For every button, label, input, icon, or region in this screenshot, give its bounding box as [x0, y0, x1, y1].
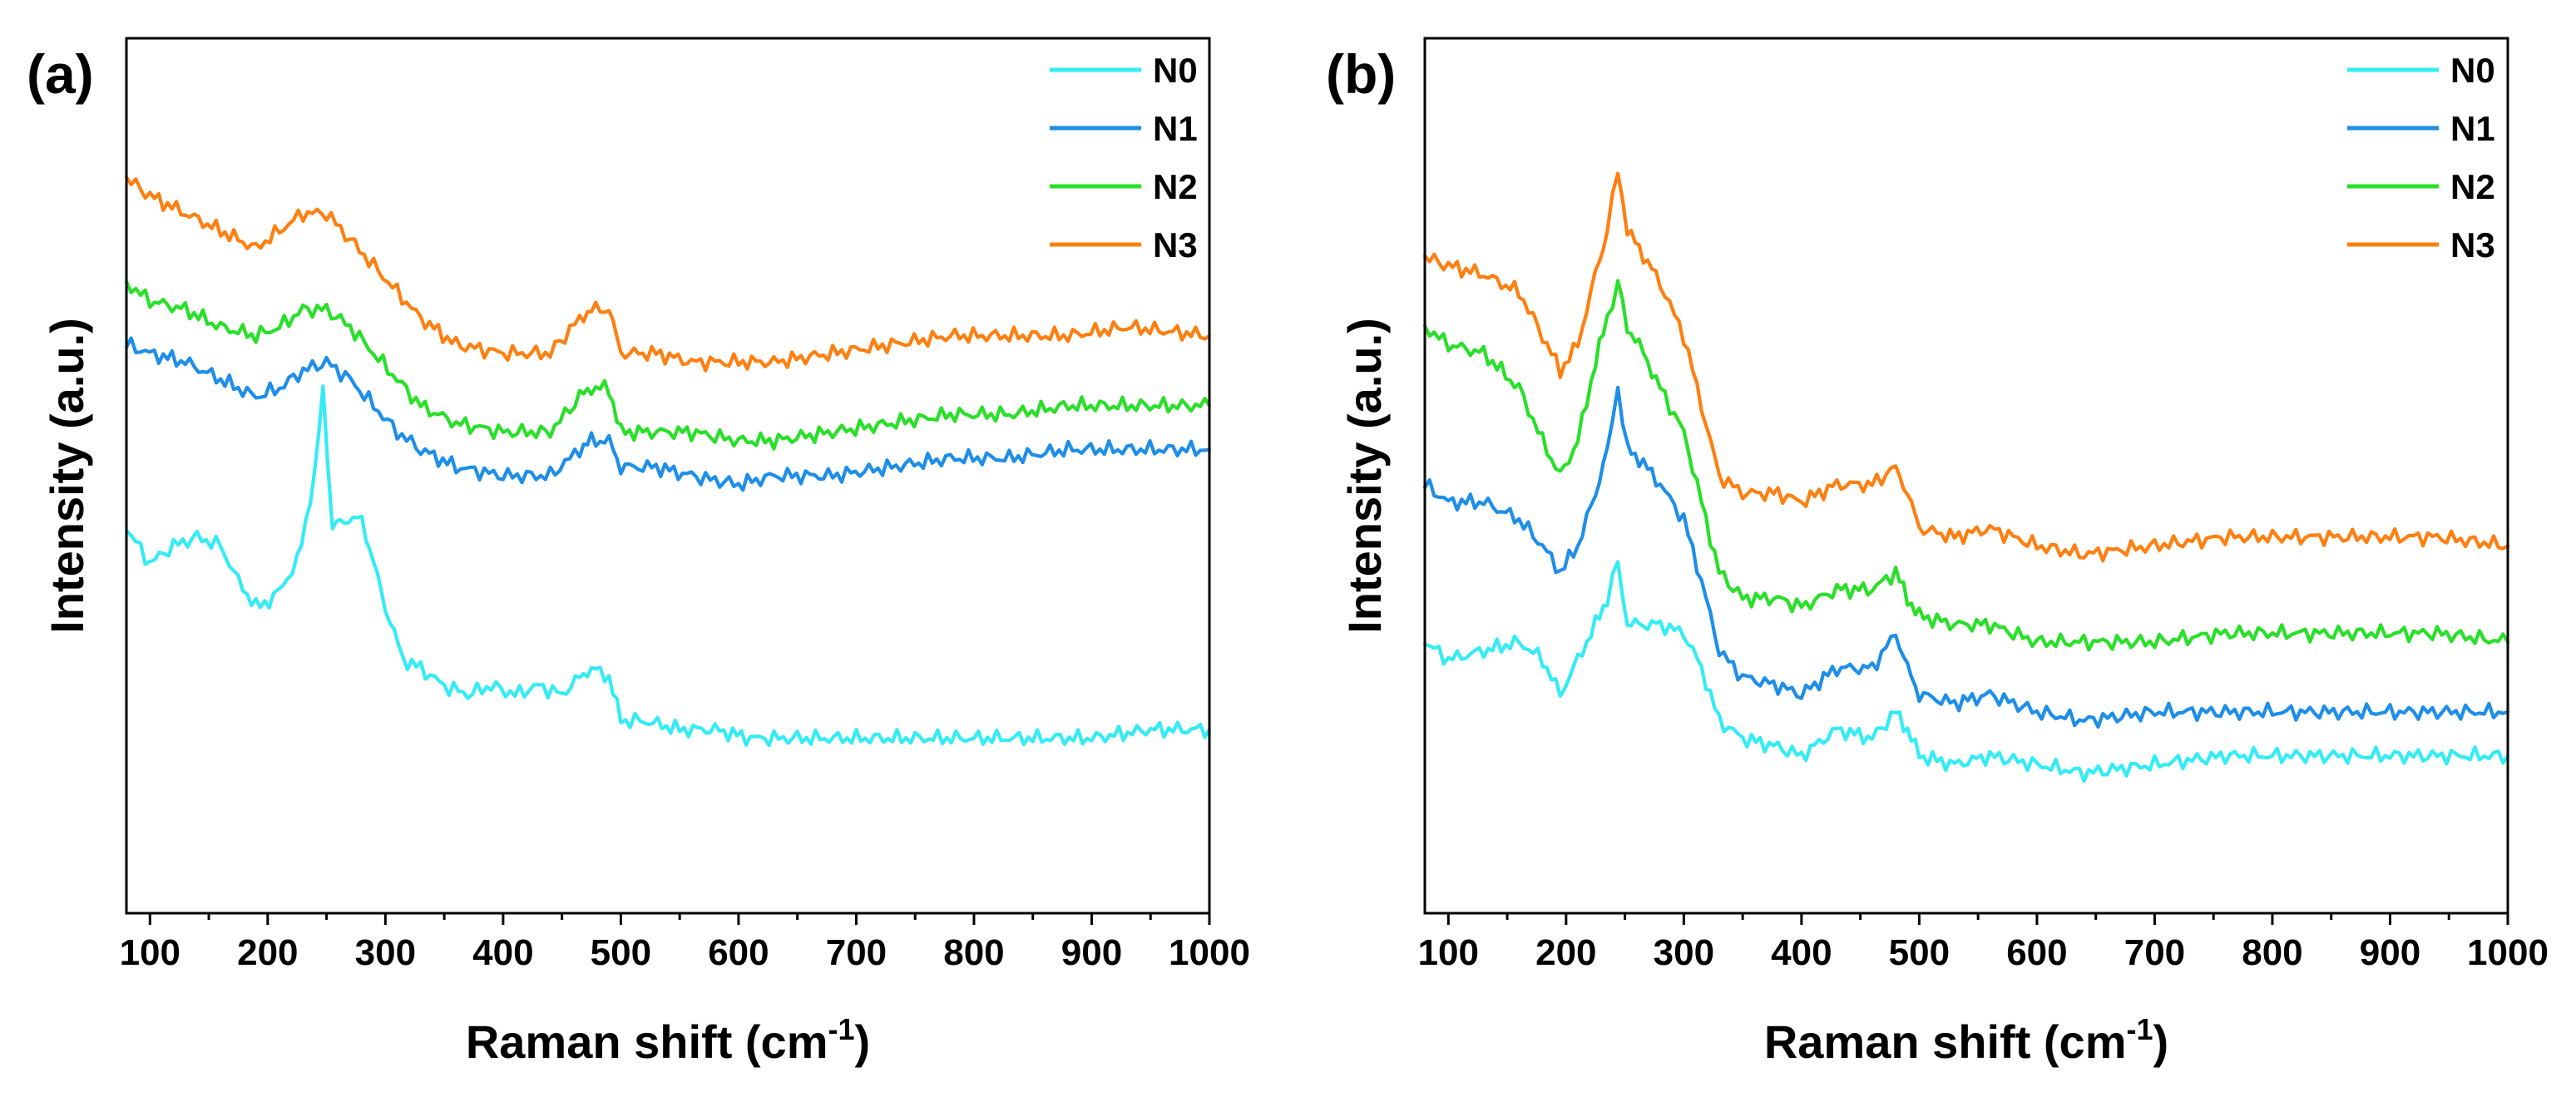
panel-a: (a) 100 200 300 400 500 600 700 800 900 1000 Rama…: [27, 37, 1250, 1068]
legend-label-n2: N2: [2450, 167, 2495, 206]
x-tick-label-a: 300: [355, 932, 416, 973]
legend-label-n3: N3: [2450, 225, 2495, 264]
legend-label-n0: N0: [2450, 51, 2495, 90]
legend-label-n1: N1: [1153, 109, 1198, 148]
legend-label-n0: N0: [1153, 51, 1198, 90]
panel-label-a: (a): [27, 43, 94, 105]
x-tick-label-a: 200: [237, 932, 298, 973]
x-axis-title-superscript: -1: [828, 1012, 854, 1046]
series-line-n1-a: [124, 336, 1212, 492]
x-tick-labels-b: 100 200 300 400 500 600 700 800 900 1000: [1418, 932, 2549, 973]
x-tick-label-a: 900: [1061, 932, 1122, 973]
x-axis-title-b: Raman shift (cm-1): [1764, 1012, 2168, 1068]
series-line-n0-b: [1422, 560, 2510, 783]
series-line-n3-a: [124, 175, 1212, 373]
legend-label-n2: N2: [1153, 167, 1198, 206]
x-tick-label-b: 1000: [2467, 932, 2549, 973]
series-layer-a: [124, 175, 1212, 748]
x-tick-label-a: 400: [472, 932, 533, 973]
x-tick-label-a: 100: [120, 932, 180, 973]
x-tick-label-b: 700: [2124, 932, 2185, 973]
x-tick-label-a: 1000: [1169, 932, 1250, 973]
series-line-n2-a: [124, 279, 1212, 451]
x-tick-label-b: 300: [1654, 932, 1714, 973]
series-line-n0-a: [124, 384, 1212, 748]
x-tick-label-b: 100: [1418, 932, 1479, 973]
legend-label-n3: N3: [1153, 225, 1198, 264]
x-axis-title-text: Raman shift (cm: [1764, 1015, 2127, 1068]
legend-a: N0 N1 N2 N3: [1050, 51, 1198, 264]
x-tick-label-a: 800: [943, 932, 1004, 973]
x-tick-label-b: 400: [1771, 932, 1832, 973]
x-tick-label-a: 500: [591, 932, 651, 973]
y-axis-title-b: Intensity (a.u.): [1338, 318, 1391, 634]
legend-b: N0 N1 N2 N3: [2347, 51, 2495, 264]
x-tick-label-b: 500: [1889, 932, 1950, 973]
x-axis-title-paren: ): [2153, 1015, 2169, 1068]
panel-label-b: (b): [1326, 43, 1396, 105]
plot-frame-a: [125, 37, 1211, 915]
series-layer-b: [1422, 171, 2510, 783]
x-tick-label-a: 700: [826, 932, 887, 973]
y-axis-title-a: Intensity (a.u.): [41, 318, 93, 634]
series-line-n2-b: [1422, 279, 2510, 652]
x-ticks-b: [1446, 913, 2509, 925]
x-tick-labels-a: 100 200 300 400 500 600 700 800 900 1000: [120, 932, 1250, 973]
x-ticks-a: [148, 913, 1211, 925]
legend-label-n1: N1: [2450, 109, 2495, 148]
x-axis-title-a: Raman shift (cm-1): [466, 1012, 870, 1068]
x-tick-label-a: 600: [708, 932, 769, 973]
x-axis-title-text: Raman shift (cm: [466, 1015, 828, 1068]
x-tick-label-b: 200: [1535, 932, 1596, 973]
series-line-n3-b: [1422, 171, 2510, 563]
panel-b: (b) 100 200 300 400 500 600 700 800 900 1000 Rama…: [1326, 37, 2549, 1068]
x-axis-title-paren: ): [855, 1015, 871, 1068]
x-tick-label-b: 800: [2242, 932, 2302, 973]
x-axis-title-superscript: -1: [2126, 1012, 2153, 1046]
series-line-n1-b: [1422, 385, 2510, 729]
x-tick-label-b: 600: [2006, 932, 2067, 973]
x-tick-label-b: 900: [2360, 932, 2420, 973]
plot-frame-b: [1423, 37, 2509, 915]
